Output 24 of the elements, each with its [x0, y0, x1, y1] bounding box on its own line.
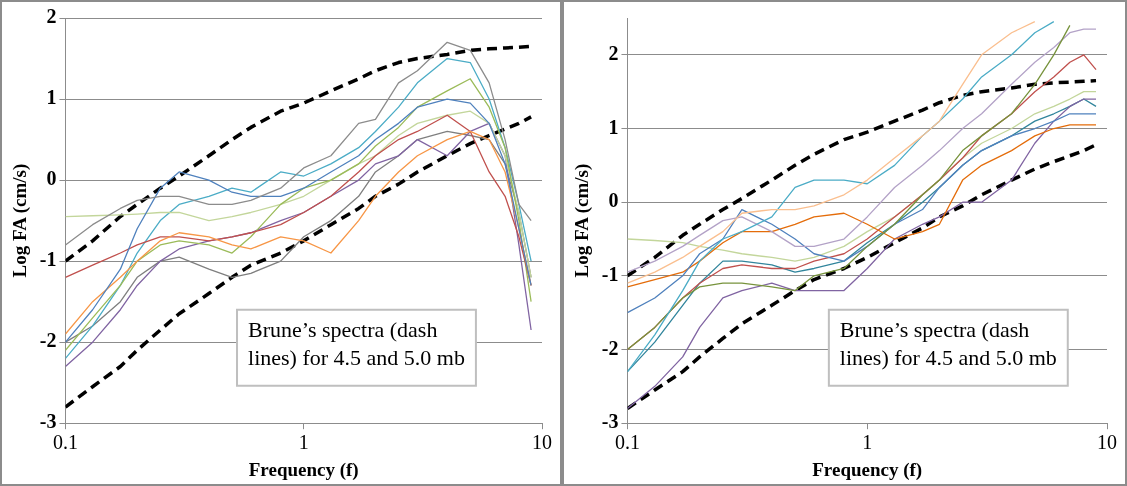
y-tick-label: 2 [608, 42, 619, 65]
y-axis-title: Log FA (cm/s) [571, 163, 594, 278]
x-tick-label: 1 [298, 431, 309, 454]
y-tick-label: 1 [608, 115, 619, 138]
x-axis-title: Frequency (f) [812, 458, 923, 481]
y-tick-label: 0 [608, 189, 619, 212]
x-tick-label: 0.1 [614, 431, 640, 454]
y-tick-label: -3 [39, 410, 57, 433]
y-tick-label: 0 [46, 167, 57, 190]
annotation: Brune’s spectra (dash lines) for 4.5 and 5.0 mb [248, 316, 465, 370]
y-tick-label: -2 [601, 336, 619, 359]
x-tick-label: 0.1 [52, 431, 78, 454]
y-tick-label: -2 [39, 329, 57, 352]
y-tick-label: -1 [39, 248, 57, 271]
annotation: Brune’s spectra (dash lines) for 4.5 and 5.0 mb [839, 316, 1057, 370]
x-tick-label: 1 [862, 431, 873, 454]
y-axis-title: Log FA (cm/s) [9, 163, 32, 278]
y-tick-label: 1 [46, 86, 57, 109]
y-tick-label: -3 [601, 410, 619, 433]
y-tick-label: -1 [601, 263, 619, 286]
y-tick-label: 2 [46, 5, 57, 28]
x-axis-title: Frequency (f) [248, 458, 359, 481]
x-tick-label: 10 [532, 431, 552, 454]
x-tick-label: 10 [1097, 431, 1117, 454]
